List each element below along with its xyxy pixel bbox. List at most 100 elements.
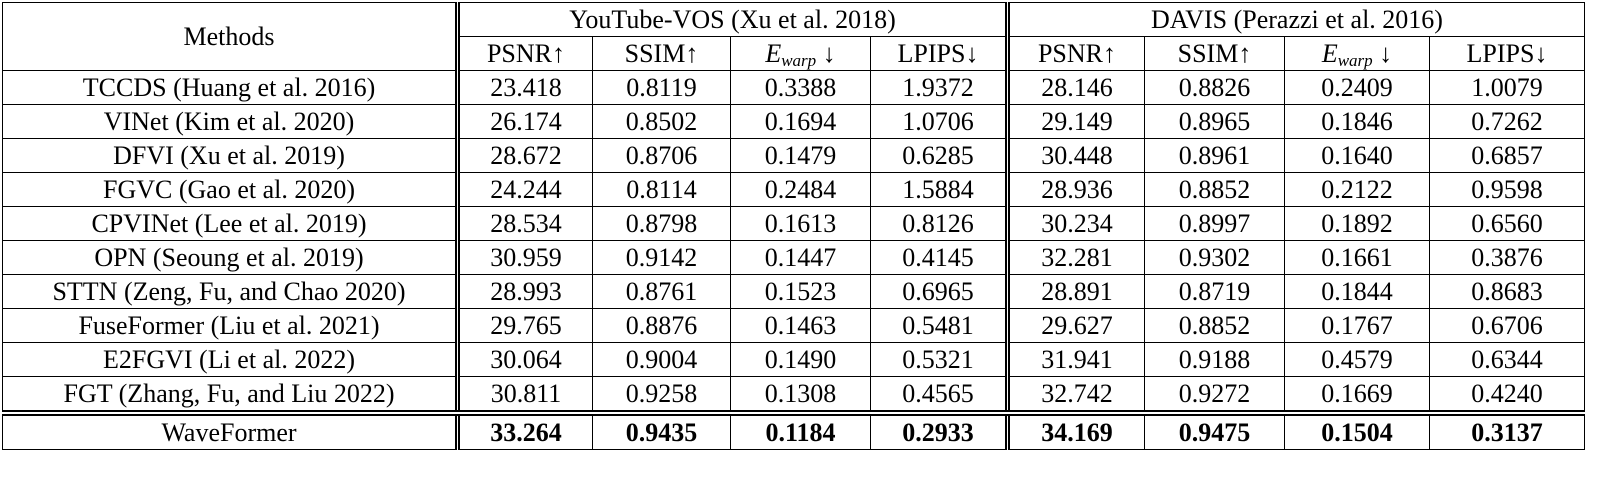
value-cell: 0.3876 <box>1429 240 1585 275</box>
value-cell: 30.959 <box>457 240 593 275</box>
data-row: FGT (Zhang, Fu, and Liu 2022) 30.811 0.925… <box>2 376 1585 414</box>
value-cell: 0.8126 <box>870 206 1010 241</box>
value-cell: 1.5884 <box>870 172 1010 207</box>
column-header: Ewarp ↓ <box>730 36 871 71</box>
value-cell: 23.418 <box>457 70 593 105</box>
value-cell: 0.9188 <box>1144 342 1285 377</box>
value-cell: 0.8852 <box>1144 308 1285 343</box>
value-cell: 0.5481 <box>870 308 1010 343</box>
data-row: TCCDS (Huang et al. 2016) 23.418 0.8119 0.3… <box>2 70 1585 105</box>
value-cell: 30.448 <box>1007 138 1145 173</box>
value-cell: 0.8119 <box>592 70 731 105</box>
value-cell: 0.1844 <box>1284 274 1430 309</box>
value-cell: 0.9258 <box>592 376 731 414</box>
arrow: ↓ <box>1379 39 1393 68</box>
data-row: VINet (Kim et al. 2020) 26.174 0.8502 0.169… <box>2 104 1585 139</box>
value-cell: 30.234 <box>1007 206 1145 241</box>
value-cell: 0.8502 <box>592 104 731 139</box>
value-cell: 26.174 <box>457 104 593 139</box>
value-cell: 0.3388 <box>730 70 871 105</box>
method-cell: VINet (Kim et al. 2020) <box>2 104 460 139</box>
data-row: DFVI (Xu et al. 2019) 28.672 0.8706 0.1479 0… <box>2 138 1585 173</box>
column-header: PSNR↑ <box>1007 36 1145 71</box>
value-cell: 0.1669 <box>1284 376 1430 414</box>
data-row: CPVINet (Lee et al. 2019) 28.534 0.8798 0.1… <box>2 206 1585 241</box>
value-cell: 0.1490 <box>730 342 871 377</box>
value-cell: 0.9272 <box>1144 376 1285 414</box>
value-cell: 34.169 <box>1007 410 1145 450</box>
value-cell: 0.5321 <box>870 342 1010 377</box>
data-row: E2FGVI (Li et al. 2022) 30.064 0.9004 0.149… <box>2 342 1585 377</box>
value-cell: 0.9302 <box>1144 240 1285 275</box>
value-cell: 0.9142 <box>592 240 731 275</box>
value-cell: 29.627 <box>1007 308 1145 343</box>
value-cell: 0.4240 <box>1429 376 1585 414</box>
subheader-row: PSNR↑ SSIM↑ Ewarp ↓ LPIPS↓ PSNR↑ SSIM↑ Ewarp ↓… <box>3 36 1585 71</box>
value-cell: 0.8876 <box>592 308 731 343</box>
value-cell: 0.8114 <box>592 172 731 207</box>
method-cell: DFVI (Xu et al. 2019) <box>2 138 460 173</box>
value-cell: 0.9598 <box>1429 172 1585 207</box>
symbol: E <box>1321 39 1338 68</box>
value-cell: 32.742 <box>1007 376 1145 414</box>
group-header: YouTube-VOS (Xu et al. 2018) <box>457 2 1010 37</box>
value-cell: 0.1892 <box>1284 206 1430 241</box>
data-row: FuseFormer (Liu et al. 2021) 29.765 0.8876… <box>2 308 1585 343</box>
value-cell: 0.1694 <box>730 104 871 139</box>
value-cell: 0.6560 <box>1429 206 1585 241</box>
value-cell: 0.8706 <box>592 138 731 173</box>
value-cell: 0.8826 <box>1144 70 1285 105</box>
value-cell: 0.6285 <box>870 138 1010 173</box>
value-cell: 0.6706 <box>1429 308 1585 343</box>
value-cell: 0.1846 <box>1284 104 1430 139</box>
column-header: LPIPS↓ <box>1429 36 1585 71</box>
value-cell: 0.8852 <box>1144 172 1285 207</box>
value-cell: 0.1479 <box>730 138 871 173</box>
value-cell: 0.6344 <box>1429 342 1585 377</box>
arrow: ↓ <box>822 39 836 68</box>
value-cell: 0.4565 <box>870 376 1010 414</box>
method-cell: CPVINet (Lee et al. 2019) <box>2 206 460 241</box>
column-header: LPIPS↓ <box>870 36 1010 71</box>
value-cell: 0.1463 <box>730 308 871 343</box>
value-cell: 0.9004 <box>592 342 731 377</box>
value-cell: 28.891 <box>1007 274 1145 309</box>
value-cell: 0.9435 <box>592 410 731 450</box>
method-cell: STTN (Zeng, Fu, and Chao 2020) <box>2 274 460 309</box>
value-cell: 0.6965 <box>870 274 1010 309</box>
value-cell: 0.4145 <box>870 240 1010 275</box>
value-cell: 28.534 <box>457 206 593 241</box>
value-cell: 0.2484 <box>730 172 871 207</box>
value-cell: 33.264 <box>457 410 593 450</box>
value-cell: 0.2409 <box>1284 70 1430 105</box>
method-cell: FGT (Zhang, Fu, and Liu 2022) <box>2 376 460 414</box>
value-cell: 1.0079 <box>1429 70 1585 105</box>
methods-header: Methods <box>2 2 460 71</box>
value-cell: 0.2933 <box>870 410 1010 450</box>
column-header: SSIM↑ <box>1144 36 1285 71</box>
value-cell: 28.146 <box>1007 70 1145 105</box>
value-cell: 29.765 <box>457 308 593 343</box>
data-row: STTN (Zeng, Fu, and Chao 2020) 28.993 0.87… <box>2 274 1585 309</box>
method-cell: TCCDS (Huang et al. 2016) <box>2 70 460 105</box>
value-cell: 0.1184 <box>730 410 871 450</box>
value-cell: 0.1640 <box>1284 138 1430 173</box>
subscript: warp <box>1337 51 1373 70</box>
value-cell: 0.7262 <box>1429 104 1585 139</box>
value-cell: 30.811 <box>457 376 593 414</box>
value-cell: 0.8761 <box>592 274 731 309</box>
header-row: Methods YouTube-VOS (Xu et al. 2018) DAVIS… <box>2 2 1585 71</box>
column-header: PSNR↑ <box>457 36 593 71</box>
value-cell: 1.9372 <box>870 70 1010 105</box>
method-cell: FGVC (Gao et al. 2020) <box>2 172 460 207</box>
value-cell: 0.8965 <box>1144 104 1285 139</box>
value-cell: 0.1523 <box>730 274 871 309</box>
value-cell: 28.936 <box>1007 172 1145 207</box>
value-cell: 0.8719 <box>1144 274 1285 309</box>
method-cell: OPN (Seoung et al. 2019) <box>2 240 460 275</box>
value-cell: 1.0706 <box>870 104 1010 139</box>
value-cell: 0.1661 <box>1284 240 1430 275</box>
value-cell: 0.1767 <box>1284 308 1430 343</box>
data-row: FGVC (Gao et al. 2020) 24.244 0.8114 0.2484… <box>2 172 1585 207</box>
